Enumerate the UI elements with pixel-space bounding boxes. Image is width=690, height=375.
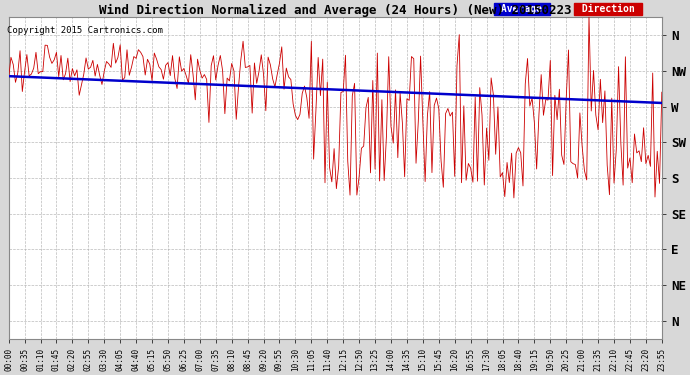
Text: Direction: Direction	[575, 4, 640, 14]
Title: Wind Direction Normalized and Average (24 Hours) (New) 20150223: Wind Direction Normalized and Average (2…	[99, 4, 571, 17]
Text: Copyright 2015 Cartronics.com: Copyright 2015 Cartronics.com	[7, 26, 163, 35]
Text: Average: Average	[495, 4, 548, 14]
